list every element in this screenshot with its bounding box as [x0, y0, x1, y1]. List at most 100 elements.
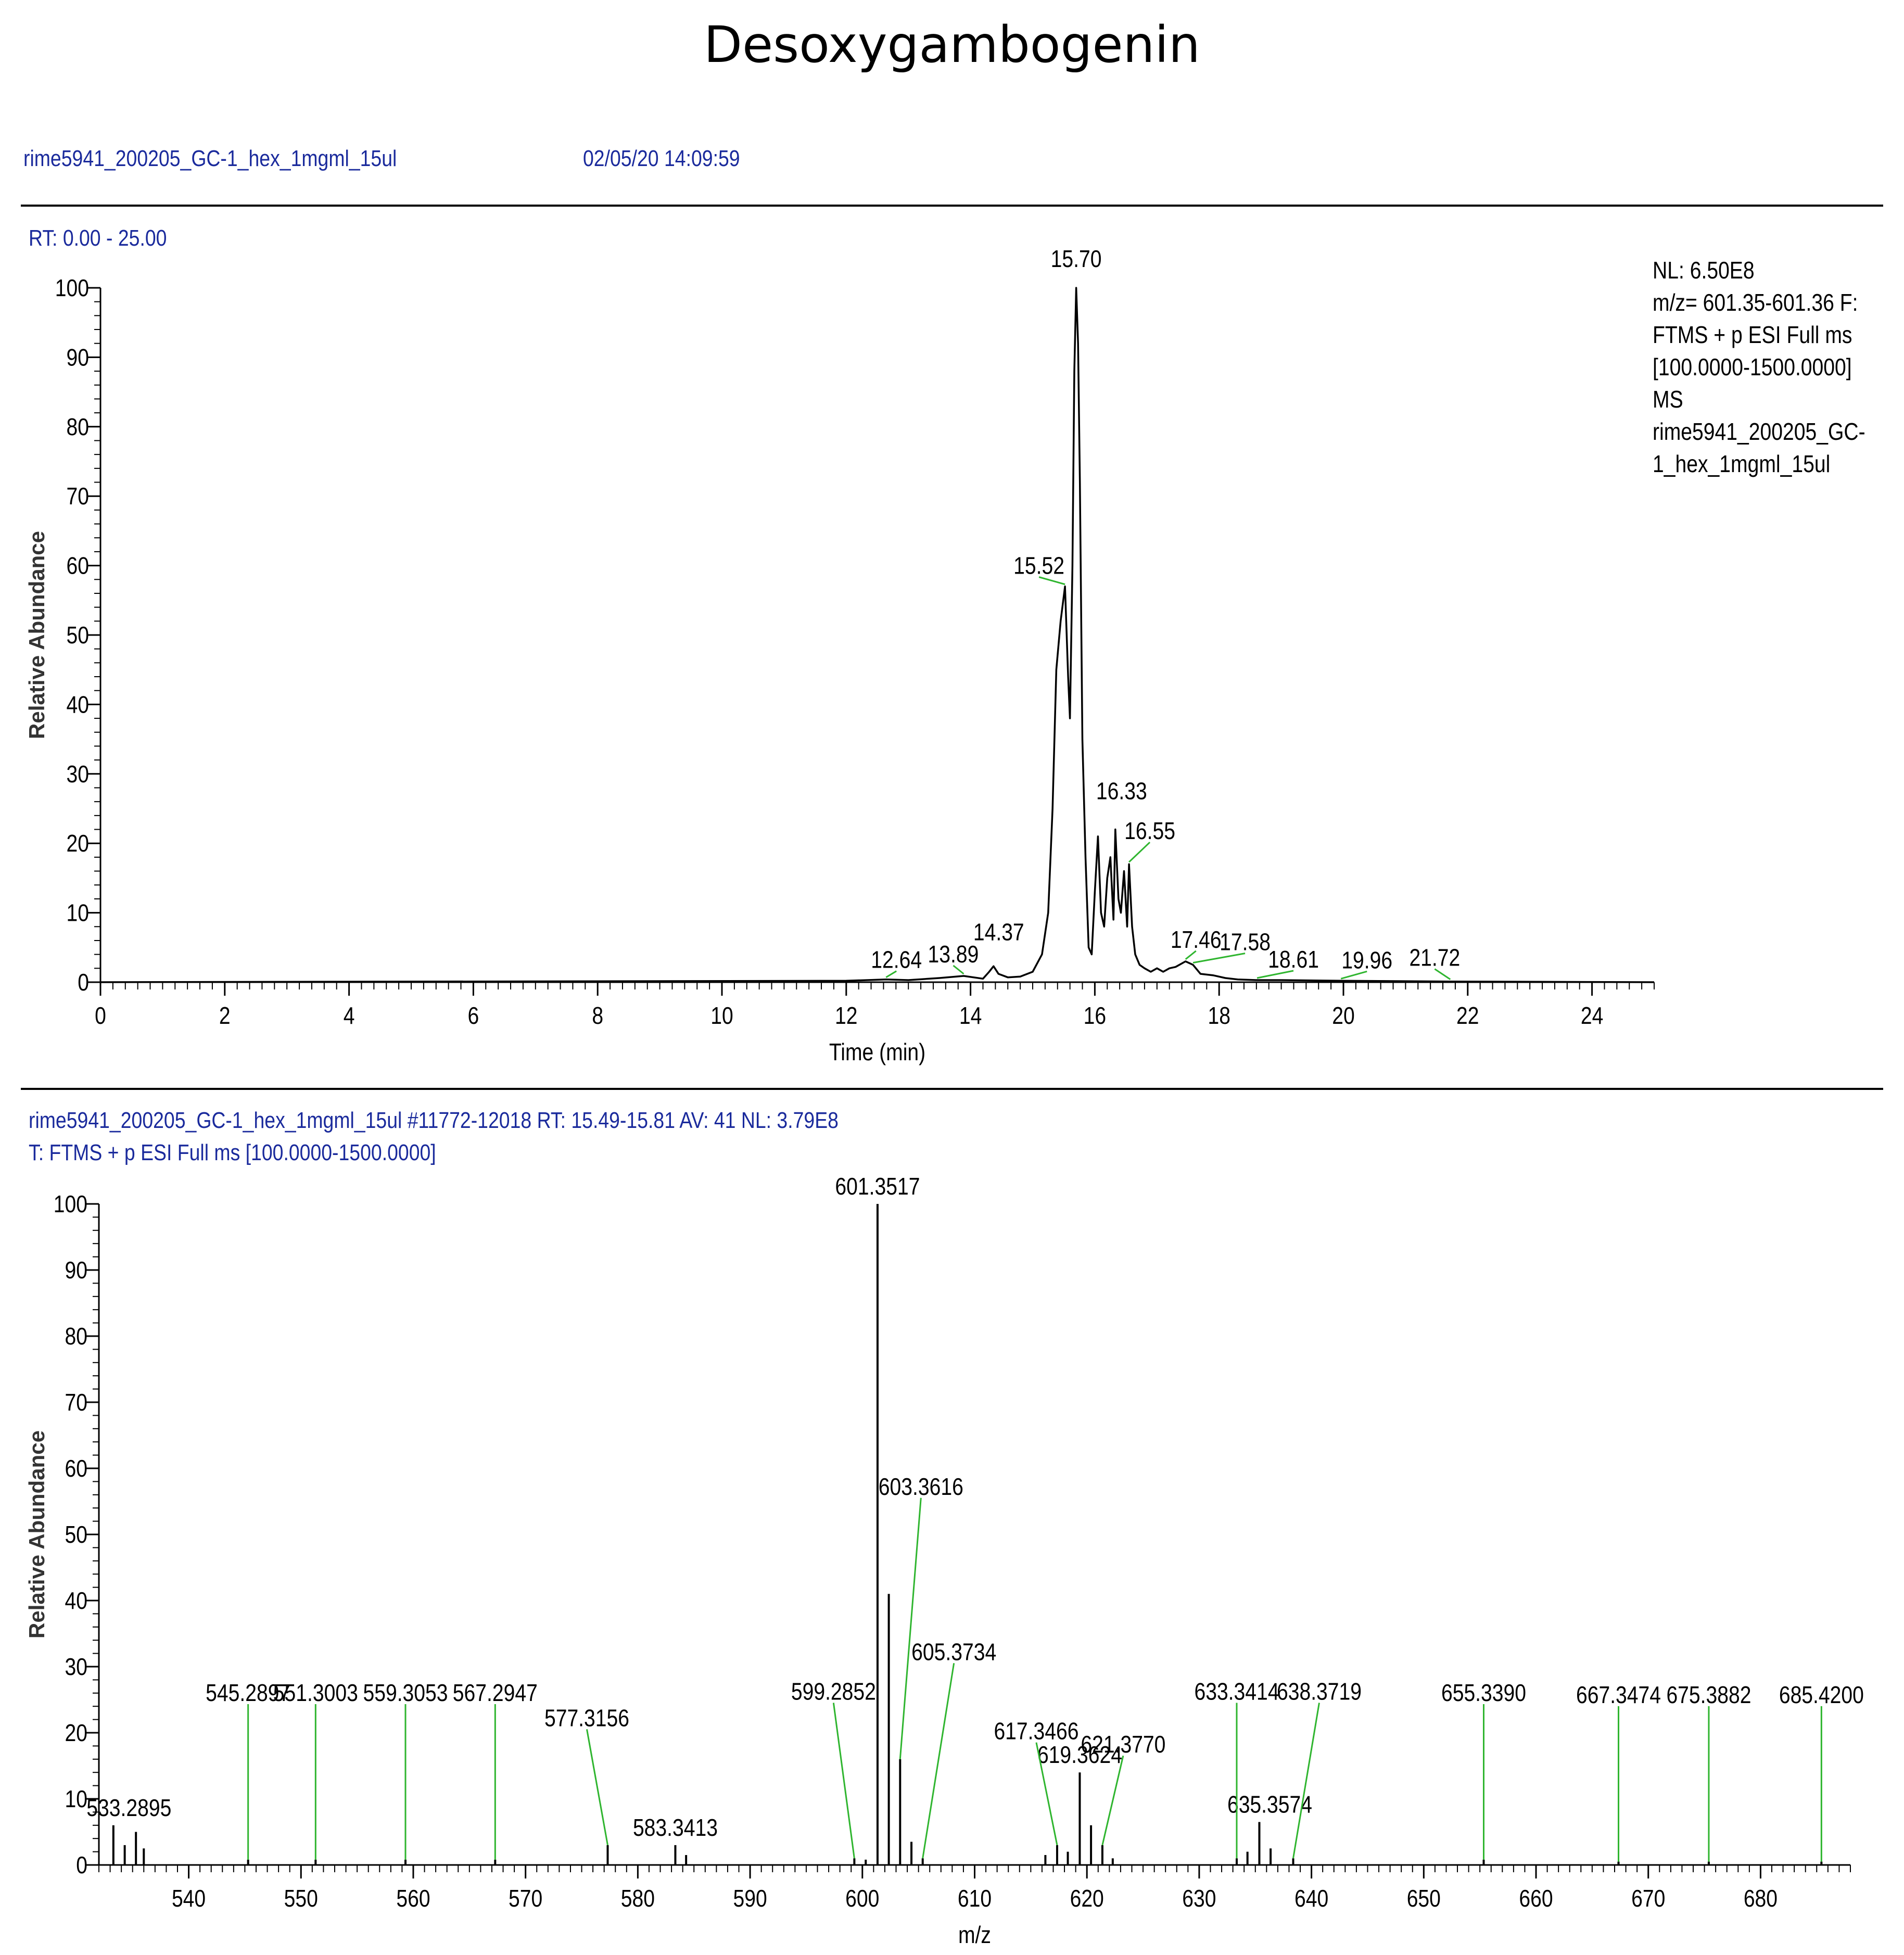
- x-tick-label: 4: [344, 1002, 355, 1030]
- file-name: rime5941_200205_GC-1_hex_1mgml_15ul: [23, 146, 397, 171]
- peak-label: 675.3882: [1666, 1682, 1751, 1709]
- x-tick-label: 14: [959, 1002, 982, 1030]
- peak-leader-line: [953, 964, 964, 975]
- y-tick-label: 30: [67, 761, 89, 788]
- peak-label: 16.33: [1096, 778, 1147, 805]
- page-title: Desoxygambogenin: [704, 16, 1200, 74]
- peak-label: 685.4200: [1779, 1682, 1864, 1709]
- peak-label: 12.64: [871, 947, 922, 974]
- peak-label: 15.70: [1051, 246, 1102, 273]
- peak-leader-line: [885, 970, 897, 978]
- y-tick-label: 90: [67, 344, 89, 371]
- peak-leader-line: [1340, 970, 1367, 980]
- info-line: [100.0000-1500.0000]: [1653, 353, 1852, 380]
- x-tick-label: 16: [1084, 1002, 1106, 1030]
- info-line: m/z= 601.35-601.36 F:: [1653, 289, 1858, 316]
- x-axis-title: Time (min): [829, 1039, 925, 1066]
- peak-label: 601.3517: [835, 1173, 920, 1200]
- y-tick-label: 70: [67, 483, 89, 510]
- peak-label: 15.52: [1013, 553, 1064, 580]
- chromatogram-info: NL: 6.50E8 m/z= 601.35-601.36 F: FTMS + …: [1653, 254, 1865, 480]
- peak-leader-line: [1101, 1755, 1124, 1846]
- y-tick-label: 40: [67, 691, 89, 718]
- x-tick-label: 6: [468, 1002, 479, 1030]
- peak-leader-line: [899, 1497, 922, 1759]
- peak-leader-line: [1185, 950, 1197, 960]
- x-tick-label: 570: [509, 1885, 542, 1912]
- y-tick-label: 50: [67, 622, 89, 649]
- peak-leader-line: [1038, 576, 1065, 586]
- peak-label: 17.46: [1171, 926, 1222, 954]
- x-tick-label: 660: [1519, 1885, 1553, 1912]
- peak-label: 638.3719: [1277, 1679, 1362, 1706]
- y-tick-label: 40: [65, 1588, 87, 1615]
- y-tick-label: 10: [67, 900, 89, 927]
- peak-leader-line: [1192, 953, 1246, 964]
- peak-label: 16.55: [1124, 818, 1175, 845]
- rt-range-label: RT: 0.00 - 25.00: [29, 225, 167, 251]
- peak-leader-line: [1035, 1742, 1058, 1846]
- y-tick-label: 90: [65, 1257, 87, 1284]
- peak-label: 19.96: [1341, 947, 1392, 974]
- x-tick-label: 22: [1456, 1002, 1479, 1030]
- info-line: rime5941_200205_GC-: [1653, 418, 1865, 445]
- y-tick-label: 20: [67, 830, 89, 857]
- x-tick-label: 0: [95, 1002, 106, 1030]
- peak-label: 13.89: [928, 941, 979, 968]
- x-tick-label: 680: [1744, 1885, 1778, 1912]
- y-axis-title: Relative Abundance: [24, 531, 49, 739]
- x-tick-label: 630: [1182, 1885, 1216, 1912]
- x-axis-title: m/z: [958, 1922, 991, 1949]
- x-tick-label: 540: [172, 1885, 206, 1912]
- y-tick-label: 100: [55, 275, 89, 302]
- y-tick-label: 30: [65, 1654, 87, 1681]
- y-tick-label: 0: [78, 969, 89, 996]
- peak-label: 655.3390: [1441, 1680, 1526, 1707]
- acquisition-datetime: 02/05/20 14:09:59: [583, 146, 740, 171]
- peak-leader-line: [1292, 1703, 1320, 1859]
- scan-header: rime5941_200205_GC-1_hex_1mgml_15ul #117…: [29, 1108, 839, 1133]
- y-tick-label: 10: [65, 1786, 87, 1813]
- info-line: NL: 6.50E8: [1653, 257, 1755, 284]
- panel-divider: [21, 1088, 1883, 1090]
- peak-label: 567.2947: [453, 1680, 538, 1707]
- y-axis-title: Relative Abundance: [24, 1430, 49, 1639]
- peak-label: 619.3624: [1037, 1742, 1122, 1769]
- header-divider: [21, 205, 1883, 207]
- peak-leader-line: [832, 1703, 855, 1859]
- peak-label: 14.37: [973, 919, 1024, 946]
- peak-label: 667.3474: [1576, 1682, 1661, 1709]
- peak-label: 583.3413: [633, 1814, 718, 1842]
- y-tick-label: 50: [65, 1521, 87, 1548]
- x-tick-label: 18: [1208, 1002, 1230, 1030]
- y-tick-label: 70: [65, 1389, 87, 1416]
- peak-label: 633.3414: [1194, 1679, 1279, 1706]
- y-tick-label: 0: [76, 1852, 87, 1879]
- peak-leader-line: [586, 1729, 608, 1846]
- x-tick-label: 590: [733, 1885, 767, 1912]
- x-tick-label: 610: [958, 1885, 992, 1912]
- peak-leader-line: [922, 1663, 955, 1859]
- x-tick-label: 2: [219, 1002, 231, 1030]
- y-tick-label: 60: [67, 553, 89, 580]
- x-tick-label: 670: [1631, 1885, 1665, 1912]
- x-tick-label: 20: [1332, 1002, 1354, 1030]
- x-tick-label: 640: [1294, 1885, 1328, 1912]
- y-tick-label: 100: [54, 1191, 87, 1218]
- y-tick-label: 20: [65, 1720, 87, 1747]
- x-tick-label: 650: [1407, 1885, 1441, 1912]
- peak-label: 551.3003: [273, 1680, 358, 1707]
- peak-leader-line: [1128, 842, 1151, 863]
- peak-label: 635.3574: [1227, 1792, 1312, 1819]
- chromatogram-trace: [100, 287, 1655, 983]
- peak-label: 21.72: [1409, 945, 1460, 972]
- x-tick-label: 550: [284, 1885, 318, 1912]
- x-tick-label: 600: [845, 1885, 879, 1912]
- peak-label: 533.2895: [86, 1795, 171, 1822]
- peak-label: 621.3770: [1081, 1731, 1165, 1758]
- info-line: FTMS + p ESI Full ms: [1653, 321, 1852, 348]
- peak-label: 559.3053: [363, 1680, 448, 1707]
- x-tick-label: 560: [396, 1885, 430, 1912]
- peak-leader-line: [1256, 970, 1294, 979]
